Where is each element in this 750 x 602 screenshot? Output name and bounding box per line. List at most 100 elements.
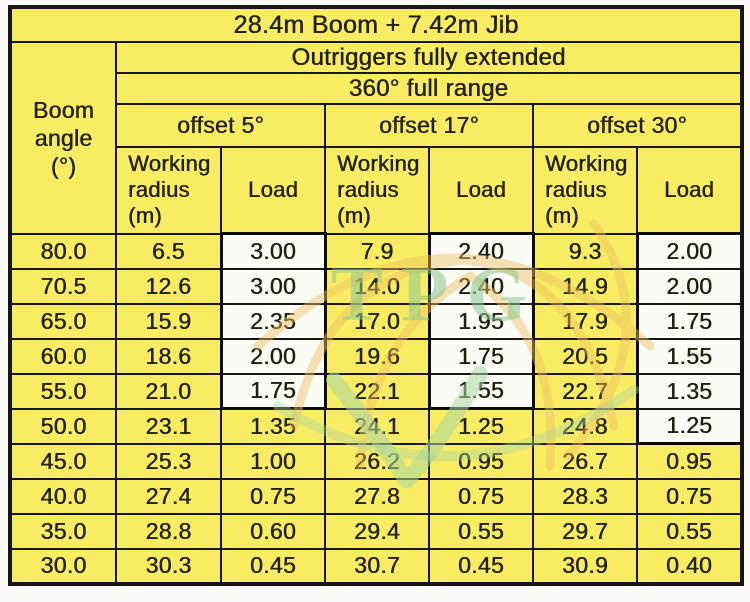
cell-working-radius: 15.9 — [115, 302, 222, 340]
cell-load: 3.00 — [219, 267, 327, 305]
cell-load: 2.00 — [635, 267, 744, 305]
offset-header-row: offset 5° offset 17° offset 30° — [10, 103, 744, 148]
cell-working-radius: 22.7 — [532, 372, 638, 410]
title-row: 28.4m Boom + 7.42m Jib — [8, 6, 744, 43]
cell-load: 1.55 — [427, 372, 535, 410]
cell-load: 0.45 — [428, 547, 534, 585]
cell-working-radius: 24.8 — [532, 407, 638, 445]
cell-boom-angle: 70.5 — [9, 267, 117, 305]
cell-working-radius: 17.9 — [532, 302, 638, 340]
cell-load: 0.95 — [635, 442, 744, 480]
offset-30-header: offset 30° — [531, 103, 744, 148]
cell-load: 0.60 — [220, 512, 326, 550]
cell-boom-angle: 55.0 — [9, 372, 117, 410]
cell-load: 1.25 — [635, 407, 744, 445]
condition-row-2: 360° full range — [10, 72, 744, 105]
cell-working-radius: 20.5 — [532, 337, 638, 375]
cell-load: 1.00 — [220, 442, 326, 480]
cell-load: 1.35 — [220, 407, 326, 445]
cell-working-radius: 22.1 — [324, 372, 430, 410]
load-header-offset17: Load — [428, 146, 534, 235]
range-header: 360° full range — [114, 72, 744, 105]
cell-boom-angle: 40.0 — [9, 477, 117, 515]
table-row: 65.0 15.9 2.35 17.0 1.95 17.9 1.75 — [9, 302, 744, 340]
cell-working-radius: 7.9 — [324, 232, 430, 270]
table-row: 40.0 27.4 0.75 27.8 0.75 28.3 0.75 — [9, 477, 744, 515]
cell-load: 1.55 — [635, 337, 744, 375]
cell-load: 0.95 — [428, 442, 534, 480]
cell-load: 0.45 — [220, 547, 326, 585]
cell-working-radius: 21.0 — [115, 372, 222, 410]
cell-load: 0.75 — [428, 477, 534, 515]
cell-working-radius: 18.6 — [115, 337, 222, 375]
cell-boom-angle: 60.0 — [9, 337, 117, 375]
cell-boom-angle: 80.0 — [9, 232, 117, 270]
table-row: 60.0 18.6 2.00 19.6 1.75 20.5 1.55 — [9, 337, 744, 375]
cell-load: 1.75 — [219, 372, 327, 410]
working-radius-header-offset5: Working radius (m) — [115, 146, 222, 235]
cell-working-radius: 27.4 — [115, 477, 222, 515]
column-header-row: Working radius (m) Load Working radius (… — [10, 146, 744, 235]
cell-load: 1.75 — [427, 337, 535, 375]
cell-load: 0.40 — [635, 547, 744, 585]
table-row: 45.0 25.3 1.00 26.2 0.95 26.7 0.95 — [9, 442, 744, 480]
condition-row-1: Boom angle (°) Outriggers fully extended — [9, 41, 744, 235]
table-row: 50.0 23.1 1.35 24.1 1.25 24.8 1.25 — [9, 407, 744, 445]
cell-working-radius: 29.7 — [532, 512, 638, 550]
table-row: 80.0 6.5 3.00 7.9 2.40 9.3 2.00 — [9, 232, 744, 270]
cell-working-radius: 17.0 — [324, 302, 430, 340]
cell-working-radius: 6.5 — [115, 232, 222, 270]
cell-load: 1.35 — [635, 372, 744, 410]
cell-boom-angle: 50.0 — [9, 407, 117, 445]
cell-working-radius: 9.3 — [532, 232, 638, 270]
table-row: 55.0 21.0 1.75 22.1 1.55 22.7 1.35 — [9, 372, 744, 410]
offset-17-header: offset 17° — [324, 103, 534, 148]
load-chart-table: 28.4m Boom + 7.42m Jib Boom angle (°) Ou… — [8, 5, 745, 586]
cell-load: 2.40 — [427, 232, 535, 270]
cell-load: 2.35 — [219, 302, 327, 340]
cell-load: 2.40 — [427, 267, 535, 305]
working-radius-header-offset30: Working radius (m) — [532, 146, 638, 235]
cell-working-radius: 27.8 — [324, 477, 430, 515]
cell-load: 1.95 — [427, 302, 535, 340]
cell-working-radius: 28.3 — [532, 477, 638, 515]
load-header-offset30: Load — [635, 146, 744, 235]
cell-load: 1.75 — [635, 302, 744, 340]
load-header-offset5: Load — [220, 146, 326, 235]
cell-boom-angle: 30.0 — [9, 547, 117, 585]
working-radius-header-offset17: Working radius (m) — [324, 146, 430, 235]
table-row: 70.5 12.6 3.00 14.0 2.40 14.9 2.00 — [9, 267, 744, 305]
cell-working-radius: 28.8 — [115, 512, 222, 550]
cell-boom-angle: 35.0 — [9, 512, 117, 550]
cell-load: 0.75 — [220, 477, 326, 515]
cell-boom-angle: 45.0 — [9, 442, 117, 480]
cell-working-radius: 30.7 — [324, 547, 430, 585]
cell-load: 1.25 — [428, 407, 534, 445]
cell-working-radius: 14.0 — [324, 267, 430, 305]
boom-angle-header: Boom angle (°) — [9, 41, 117, 235]
cell-working-radius: 26.7 — [532, 442, 638, 480]
cell-load: 2.00 — [635, 232, 744, 270]
cell-working-radius: 24.1 — [324, 407, 430, 445]
cell-working-radius: 14.9 — [532, 267, 638, 305]
table-body: 80.0 6.5 3.00 7.9 2.40 9.3 2.00 70.5 12.6 3.00 14.… — [9, 232, 744, 585]
cell-working-radius: 25.3 — [115, 442, 222, 480]
outriggers-header: Outriggers fully extended — [114, 41, 744, 74]
cell-working-radius: 30.9 — [532, 547, 638, 585]
table-row: 35.0 28.8 0.60 29.4 0.55 29.7 0.55 — [9, 512, 744, 550]
cell-load: 0.55 — [428, 512, 534, 550]
cell-load: 2.00 — [219, 337, 327, 375]
cell-working-radius: 29.4 — [324, 512, 430, 550]
cell-boom-angle: 65.0 — [9, 302, 117, 340]
offset-5-header: offset 5° — [115, 103, 326, 148]
cell-load: 0.75 — [635, 477, 744, 515]
table-row: 30.0 30.3 0.45 30.7 0.45 30.9 0.40 — [9, 547, 744, 585]
cell-working-radius: 23.1 — [115, 407, 222, 445]
cell-working-radius: 30.3 — [115, 547, 222, 585]
cell-load: 3.00 — [219, 232, 327, 270]
table-title: 28.4m Boom + 7.42m Jib — [8, 6, 744, 43]
cell-working-radius: 12.6 — [115, 267, 222, 305]
cell-working-radius: 26.2 — [324, 442, 430, 480]
cell-working-radius: 19.6 — [324, 337, 430, 375]
